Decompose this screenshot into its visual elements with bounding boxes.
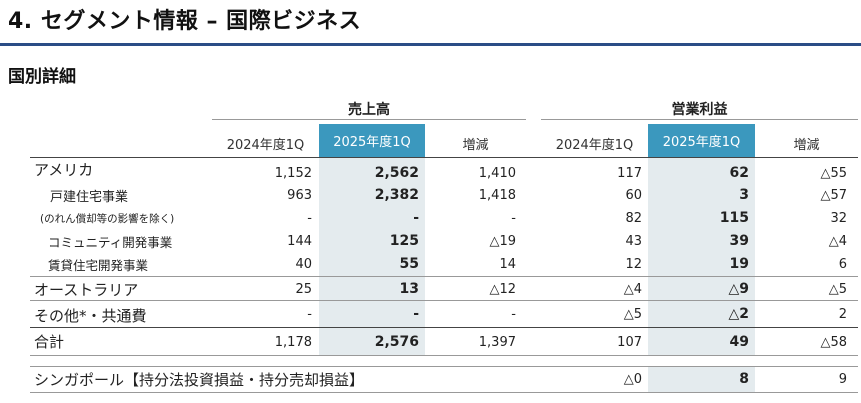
singapore-current-col-bg bbox=[648, 366, 755, 392]
rule-after-australia bbox=[30, 300, 858, 301]
profit-current: △9 bbox=[728, 281, 749, 297]
profit-current: 19 bbox=[729, 256, 749, 272]
profit-col-prev: 2024年度1Q bbox=[555, 138, 634, 153]
sales-col-diff: 増減 bbox=[462, 138, 489, 153]
sales-diff: △19 bbox=[489, 234, 516, 249]
profit-diff: 32 bbox=[830, 211, 847, 226]
profit-current: 8 bbox=[739, 371, 749, 387]
profit-current: 62 bbox=[729, 165, 749, 181]
sales-diff: - bbox=[511, 211, 516, 226]
profit-diff: △57 bbox=[820, 188, 847, 203]
profit-group-header: 営業利益 bbox=[671, 102, 728, 118]
sales-prev: 25 bbox=[295, 282, 312, 297]
singapore-top-rule bbox=[30, 366, 858, 367]
sales-current: - bbox=[413, 306, 419, 322]
title-rule bbox=[0, 43, 861, 46]
profit-prev: 60 bbox=[625, 188, 642, 203]
profit-prev: △5 bbox=[623, 307, 642, 322]
profit-diff: △4 bbox=[828, 234, 847, 249]
row-label: シンガポール【持分法投資損益・持分売却損益】 bbox=[34, 371, 365, 389]
section-subtitle: 国別詳細 bbox=[8, 67, 76, 87]
sales-diff: 1,397 bbox=[478, 335, 516, 350]
profit-col-diff: 増減 bbox=[793, 138, 820, 153]
profit-current: 49 bbox=[729, 334, 749, 350]
sales-diff: - bbox=[511, 307, 516, 322]
group-rule-sales bbox=[212, 119, 526, 120]
profit-col-current: 2025年度1Q bbox=[648, 124, 755, 157]
page-title: 4. セグメント情報 – 国際ビジネス bbox=[8, 9, 362, 34]
sales-col-current: 2025年度1Q bbox=[319, 124, 425, 157]
sales-prev: 1,178 bbox=[274, 335, 312, 350]
sales-current: 13 bbox=[399, 281, 419, 297]
profit-prev: 82 bbox=[625, 211, 642, 226]
profit-current: 115 bbox=[719, 210, 749, 226]
sales-current: 2,382 bbox=[374, 187, 419, 203]
sales-col-prev: 2024年度1Q bbox=[226, 138, 305, 153]
sales-diff: 14 bbox=[499, 257, 516, 272]
rule-before-total bbox=[30, 327, 858, 328]
row-label: 合計 bbox=[34, 333, 65, 351]
row-label: アメリカ bbox=[34, 161, 94, 179]
sales-prev: 40 bbox=[295, 257, 312, 272]
profit-prev: 117 bbox=[617, 166, 642, 181]
row-label: オーストラリア bbox=[34, 281, 139, 299]
row-label: (のれん償却等の影響を除く) bbox=[40, 213, 175, 225]
sales-prev: - bbox=[307, 307, 312, 322]
profit-current: 3 bbox=[739, 187, 749, 203]
profit-current: 39 bbox=[729, 233, 749, 249]
sales-prev: - bbox=[307, 211, 312, 226]
sales-diff: △12 bbox=[489, 282, 516, 297]
profit-diff: △55 bbox=[820, 166, 847, 181]
rule-after-total bbox=[30, 355, 858, 356]
profit-diff: 9 bbox=[838, 372, 847, 387]
profit-prev: 12 bbox=[625, 257, 642, 272]
profit-diff: 2 bbox=[838, 307, 847, 322]
sales-prev: 963 bbox=[287, 188, 312, 203]
sales-current: 2,562 bbox=[374, 165, 419, 181]
row-label: その他*・共通費 bbox=[34, 307, 147, 325]
profit-prev: △4 bbox=[623, 282, 642, 297]
sales-prev: 1,152 bbox=[274, 166, 312, 181]
sales-current: - bbox=[413, 210, 419, 226]
sales-current-col-bg bbox=[319, 157, 425, 356]
sales-diff: 1,410 bbox=[478, 166, 516, 181]
header-rule bbox=[30, 157, 858, 158]
profit-current-col-bg bbox=[648, 157, 755, 356]
sales-current: 2,576 bbox=[374, 334, 419, 350]
profit-prev: 107 bbox=[617, 335, 642, 350]
row-label: 戸建住宅事業 bbox=[50, 190, 129, 205]
group-rule-profit bbox=[541, 119, 858, 120]
sales-diff: 1,418 bbox=[478, 188, 516, 203]
sales-current: 125 bbox=[389, 233, 419, 249]
profit-current: △2 bbox=[728, 306, 749, 322]
row-label: 賃貸住宅開発事業 bbox=[48, 258, 149, 273]
profit-prev: 43 bbox=[625, 234, 642, 249]
singapore-bottom-rule bbox=[30, 392, 858, 393]
rule-after-usa bbox=[30, 276, 858, 277]
profit-diff: △58 bbox=[820, 335, 847, 350]
sales-prev: 144 bbox=[287, 234, 312, 249]
profit-prev: △0 bbox=[623, 372, 642, 387]
row-label: コミュニティ開発事業 bbox=[48, 235, 173, 250]
sales-group-header: 売上高 bbox=[348, 102, 390, 118]
sales-current: 55 bbox=[399, 256, 419, 272]
profit-diff: 6 bbox=[838, 257, 847, 272]
profit-diff: △5 bbox=[828, 282, 847, 297]
